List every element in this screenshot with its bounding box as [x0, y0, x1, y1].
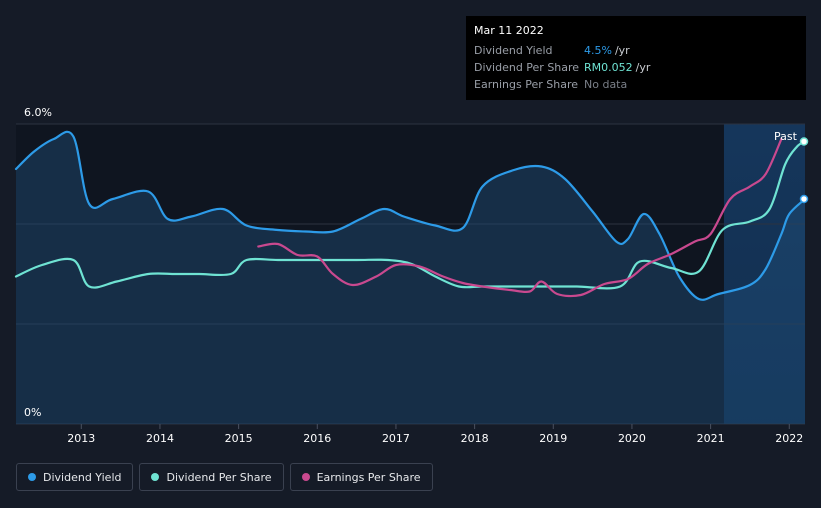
- x-tick-label: 2021: [697, 432, 725, 445]
- dividend-yield-area: [16, 131, 805, 424]
- legend-item-earnings-per-share[interactable]: Earnings Per Share: [289, 463, 433, 491]
- tooltip: Mar 11 2022 Dividend Yield 4.5% /yr Divi…: [466, 16, 806, 100]
- legend: Dividend Yield Dividend Per Share Earnin…: [16, 463, 433, 491]
- yield-area: [16, 131, 805, 424]
- tooltip-row-earnings-per-share: Earnings Per Share No data: [474, 76, 798, 93]
- tooltip-date: Mar 11 2022: [474, 24, 544, 37]
- tooltip-value: RM0.052: [584, 61, 633, 74]
- end-marker: [799, 194, 809, 204]
- tooltip-label: Earnings Per Share: [474, 78, 579, 91]
- y-axis-top-label: 6.0%: [24, 106, 52, 119]
- tooltip-unit: /yr: [614, 44, 630, 57]
- legend-dot-icon: [28, 473, 36, 481]
- tooltip-label: Dividend Yield: [474, 44, 553, 57]
- x-tick-label: 2020: [618, 432, 646, 445]
- end-markers: [799, 137, 809, 204]
- tooltip-value: No data: [584, 78, 628, 91]
- dividend-yield-line: [14, 130, 807, 301]
- earnings-per-share-line: [257, 137, 783, 298]
- legend-dot-icon: [151, 473, 160, 481]
- tooltip-row-dividend-per-share: Dividend Per Share RM0.052 /yr: [474, 59, 798, 76]
- end-marker: [799, 137, 809, 146]
- x-tick-label: 2022: [775, 432, 803, 445]
- x-tick-label: 2018: [461, 432, 489, 445]
- x-axis-ticks: 2013 2014 2015 2016 2017 2018 2019 2020 2021 2022: [67, 424, 803, 445]
- legend-label: Dividend Yield: [43, 470, 122, 484]
- legend-item-dividend-per-share[interactable]: Dividend Per Share: [139, 463, 284, 491]
- tooltip-row-dividend-yield: Dividend Yield 4.5% /yr: [474, 42, 798, 59]
- x-tick-label: 2015: [225, 432, 253, 445]
- dividend-per-share-line: [14, 140, 807, 290]
- tooltip-unit: /yr: [635, 61, 651, 74]
- y-axis-bottom-label: 0%: [24, 406, 41, 419]
- legend-dot-icon: [301, 473, 310, 481]
- legend-label: Earnings Per Share: [316, 470, 421, 484]
- gridlines: [16, 123, 805, 425]
- series-lines: [14, 130, 807, 301]
- x-tick-label: 2014: [146, 432, 174, 445]
- x-tick-label: 2013: [67, 432, 95, 445]
- legend-label: Dividend Per Share: [166, 470, 272, 484]
- tooltip-value: 4.5%: [584, 44, 612, 57]
- tooltip-label: Dividend Per Share: [474, 61, 580, 74]
- legend-item-dividend-yield[interactable]: Dividend Yield: [16, 463, 134, 491]
- x-tick-label: 2017: [382, 432, 410, 445]
- x-tick-label: 2016: [303, 432, 331, 445]
- x-tick-label: 2019: [539, 432, 567, 445]
- past-label: Past: [774, 130, 798, 143]
